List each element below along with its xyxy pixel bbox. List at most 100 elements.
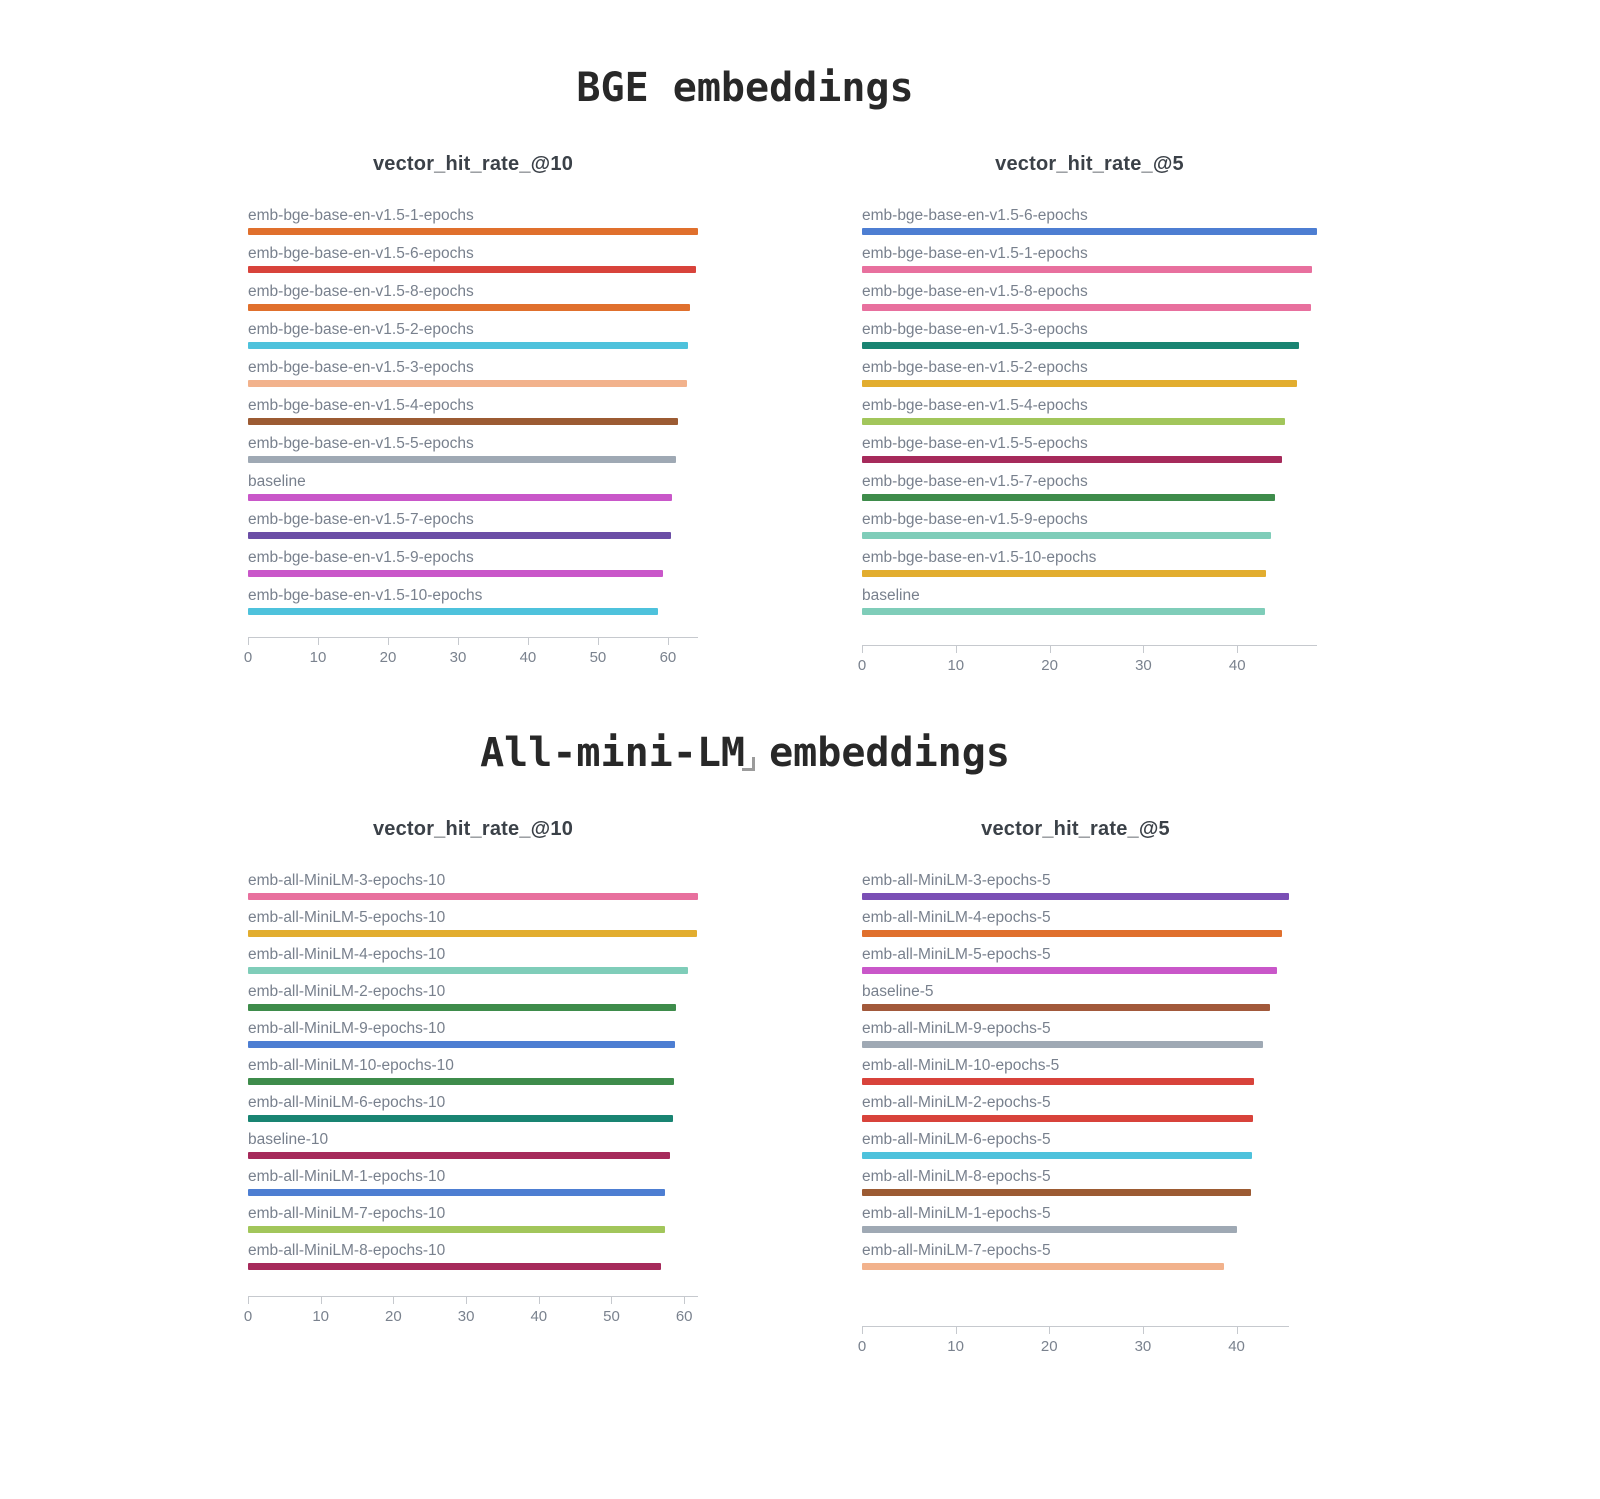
chart-title: vector_hit_rate_@10 [372,153,574,175]
bar-label: emb-all-MiniLM-6-epochs-5 [862,1131,1051,1148]
bar-row: emb-bge-base-en-v1.5-10-epochs [248,586,698,615]
bar-emb-bge-base-en-v1.5-7-epochs [862,494,1275,501]
bar-emb-bge-base-en-v1.5-1-epochs [862,266,1313,273]
resize-corner-icon[interactable] [742,757,755,771]
section-title-bge: BGE embeddings [576,65,914,111]
bar-label: emb-bge-base-en-v1.5-6-epochs [862,207,1088,224]
axis-tick [1237,645,1239,653]
axis-tick [667,637,669,645]
bar-row: emb-all-MiniLM-10-epochs-5 [862,1056,1289,1085]
bar-row: emb-bge-base-en-v1.5-2-epochs [248,320,698,349]
bar-emb-bge-base-en-v1.5-8-epochs [248,304,690,311]
axis-tick-label: 50 [589,649,607,666]
x-axis: 0 10 20 30 40 50 60 [244,637,698,671]
bar-label: emb-bge-base-en-v1.5-1-epochs [248,207,474,224]
bar-area: emb-bge-base-en-v1.5-1-epochs emb-bge-bas… [248,206,698,615]
bar-row: baseline-10 [248,1130,698,1159]
bar-row: emb-bge-base-en-v1.5-10-epochs [862,548,1317,577]
bar-label: emb-bge-base-en-v1.5-8-epochs [248,283,474,300]
bar-row: emb-bge-base-en-v1.5-7-epochs [248,510,698,539]
bar-emb-all-MiniLM-3-epochs-10 [248,893,698,900]
bar-row: emb-bge-base-en-v1.5-9-epochs [862,510,1317,539]
bar-row: emb-all-MiniLM-9-epochs-10 [248,1019,698,1048]
bar-emb-all-MiniLM-6-epochs-5 [862,1152,1252,1159]
bar-label: emb-all-MiniLM-1-epochs-5 [862,1205,1051,1222]
bar-emb-all-MiniLM-4-epochs-5 [862,930,1283,937]
axis-tick [955,645,957,653]
bar-area: emb-all-MiniLM-3-epochs-5 emb-all-MiniLM-… [862,871,1289,1270]
chart-minilm-vector-hit-rate-10: vector_hit_rate_@10 emb-all-MiniLM-3-epo… [244,817,698,1360]
bar-emb-all-MiniLM-10-epochs-10 [248,1078,674,1085]
bar-label: emb-bge-base-en-v1.5-4-epochs [248,397,474,414]
axis-tick-label: 10 [309,649,327,666]
axis-tick-label: 20 [385,1308,402,1325]
chart-title: vector_hit_rate_@5 [981,818,1170,840]
bar-emb-bge-base-en-v1.5-3-epochs [248,380,687,387]
bar-area: emb-all-MiniLM-3-epochs-10 emb-all-MiniLM… [248,871,698,1270]
bar-row: emb-all-MiniLM-8-epochs-10 [248,1241,698,1270]
bar-label: baseline [862,587,920,604]
bar-row: emb-all-MiniLM-10-epochs-10 [248,1056,698,1085]
bar-row: emb-all-MiniLM-4-epochs-10 [248,945,698,974]
bar-row: emb-bge-base-en-v1.5-4-epochs [248,396,698,425]
axis-tick [393,1296,395,1304]
bar-label: emb-all-MiniLM-3-epochs-5 [862,872,1051,889]
axis-tick-label: 60 [675,1308,693,1325]
bar-row: emb-bge-base-en-v1.5-5-epochs [248,434,698,463]
bar-label: emb-all-MiniLM-9-epochs-5 [862,1020,1051,1037]
bar-label: emb-bge-base-en-v1.5-7-epochs [248,511,474,528]
axis-tick-label: 10 [947,1338,964,1355]
bar-label: emb-bge-base-en-v1.5-6-epochs [248,245,474,262]
bar-label: emb-all-MiniLM-5-epochs-10 [248,909,446,926]
bar-row: emb-all-MiniLM-6-epochs-5 [862,1130,1289,1159]
axis-tick [538,1296,540,1304]
bar-label: emb-bge-base-en-v1.5-10-epochs [248,587,483,604]
bar-emb-bge-base-en-v1.5-6-epochs [862,228,1317,235]
axis-tick [1236,1326,1238,1334]
bar-label: emb-all-MiniLM-7-epochs-5 [862,1242,1051,1259]
bar-label: emb-bge-base-en-v1.5-1-epochs [862,245,1088,262]
bar-area: emb-bge-base-en-v1.5-6-epochs emb-bge-bas… [862,206,1317,615]
axis-tick [320,1296,322,1304]
bar-emb-bge-base-en-v1.5-8-epochs [862,304,1312,311]
axis-tick-label: 20 [1041,657,1058,674]
x-axis: 0 10 20 30 40 [858,645,1317,679]
axis-tick-label: 30 [1135,657,1152,674]
bar-label: emb-all-MiniLM-10-epochs-5 [862,1057,1060,1074]
bar-label: emb-all-MiniLM-5-epochs-5 [862,946,1051,963]
bar-row: emb-all-MiniLM-1-epochs-10 [248,1167,698,1196]
axis-tick [1049,645,1051,653]
axis-tick-label: 0 [857,657,867,674]
bar-label: emb-bge-base-en-v1.5-8-epochs [862,283,1088,300]
bar-label: emb-bge-base-en-v1.5-3-epochs [862,321,1088,338]
bar-row: emb-all-MiniLM-2-epochs-5 [862,1093,1289,1122]
bar-row: emb-bge-base-en-v1.5-6-epochs [862,206,1317,235]
axis-tick [527,637,529,645]
bar-row: emb-bge-base-en-v1.5-6-epochs [248,244,698,273]
bar-label: emb-all-MiniLM-10-epochs-10 [248,1057,454,1074]
bar-emb-all-MiniLM-8-epochs-10 [248,1263,661,1270]
bar-row: baseline-5 [862,982,1289,1011]
bar-emb-bge-base-en-v1.5-9-epochs [248,570,663,577]
bar-row: emb-all-MiniLM-4-epochs-5 [862,908,1289,937]
bar-emb-all-MiniLM-2-epochs-5 [862,1115,1254,1122]
bar-row: emb-all-MiniLM-7-epochs-5 [862,1241,1289,1270]
axis-tick-label: 30 [1134,1338,1152,1355]
bar-emb-all-MiniLM-7-epochs-10 [248,1226,665,1233]
axis-tick-label: 40 [519,649,537,666]
embeddings-report-page: BGE embeddings vector_hit_rate_@10 emb-b… [0,64,1600,1499]
bar-label: emb-bge-base-en-v1.5-5-epochs [248,435,474,452]
bar-row: emb-all-MiniLM-1-epochs-5 [862,1204,1289,1233]
bar-label: emb-all-MiniLM-8-epochs-10 [248,1242,446,1259]
chart-bge-vector-hit-rate-5: vector_hit_rate_@5 emb-bge-base-en-v1.5-… [858,152,1317,679]
bar-row: emb-bge-base-en-v1.5-9-epochs [248,548,698,577]
bar-label: baseline-5 [862,983,934,1000]
axis-tick-label: 40 [530,1308,548,1325]
bar-row: emb-all-MiniLM-5-epochs-5 [862,945,1289,974]
bar-label: emb-all-MiniLM-4-epochs-10 [248,946,446,963]
bar-baseline [862,608,1266,615]
axis-tick-label: 10 [312,1308,330,1325]
bar-row: emb-all-MiniLM-8-epochs-5 [862,1167,1289,1196]
bar-emb-bge-base-en-v1.5-2-epochs [248,342,689,349]
x-axis: 0 10 20 30 40 [858,1326,1289,1360]
